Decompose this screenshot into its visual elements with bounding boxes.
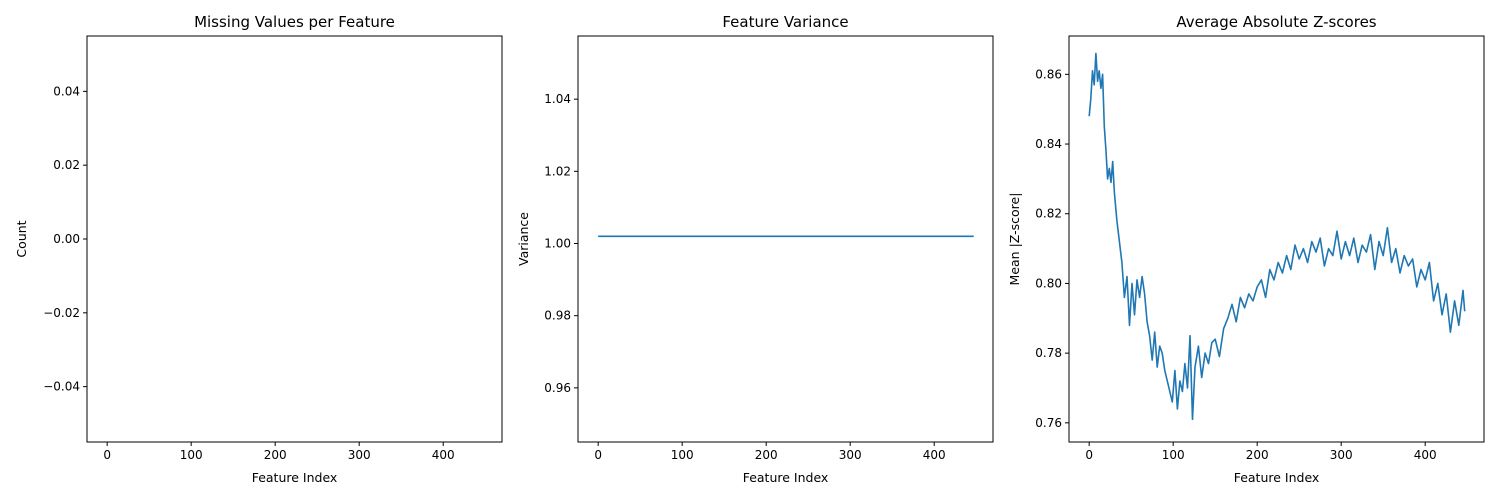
x-axis-label: Feature Index xyxy=(743,470,829,485)
y-tick-label: −0.04 xyxy=(43,380,80,394)
chart-feature-variance: Feature Variance 0 100 200 300 400 0.96 0.98 1… xyxy=(516,13,994,485)
plot-area xyxy=(1068,35,1485,443)
x-tick-label: 400 xyxy=(923,448,946,462)
plot-area xyxy=(577,35,994,443)
x-tick-label: 100 xyxy=(671,448,694,462)
y-tick-label: 0.00 xyxy=(53,232,80,246)
y-tick-label: 0.04 xyxy=(53,84,80,98)
y-tick-label: 1.04 xyxy=(544,92,571,106)
chart-title: Feature Variance xyxy=(722,13,848,31)
y-axis-ticks: 0.76 0.78 0.80 0.82 0.84 0.86 xyxy=(1035,67,1069,430)
x-axis-ticks: 0 100 200 300 400 xyxy=(1085,442,1437,462)
x-axis-label: Feature Index xyxy=(252,470,338,485)
y-axis-label: Mean |Z-score| xyxy=(1007,193,1022,286)
y-tick-label: 0.86 xyxy=(1035,67,1062,81)
y-tick-label: 0.76 xyxy=(1035,416,1062,430)
y-axis-label: Count xyxy=(14,220,29,257)
y-tick-label: 0.98 xyxy=(544,309,571,323)
x-tick-label: 200 xyxy=(264,448,287,462)
chart-title: Average Absolute Z-scores xyxy=(1176,13,1376,31)
x-tick-label: 400 xyxy=(1414,448,1437,462)
x-tick-label: 100 xyxy=(1162,448,1185,462)
x-tick-label: 400 xyxy=(432,448,455,462)
y-tick-label: 0.78 xyxy=(1035,346,1062,360)
chart-abs-zscores: Average Absolute Z-scores 0 100 200 300 400 … xyxy=(1007,13,1485,485)
x-tick-label: 300 xyxy=(348,448,371,462)
y-tick-label: 0.84 xyxy=(1035,137,1062,151)
y-axis-ticks: −0.04 −0.02 0.00 0.02 0.04 xyxy=(43,84,87,394)
x-tick-label: 300 xyxy=(839,448,862,462)
y-axis-label: Variance xyxy=(516,212,531,266)
x-tick-label: 300 xyxy=(1330,448,1353,462)
y-axis-ticks: 0.96 0.98 1.00 1.02 1.04 xyxy=(544,92,578,395)
y-tick-label: 0.82 xyxy=(1035,207,1062,221)
series-line xyxy=(1088,52,1466,421)
y-tick-label: 0.02 xyxy=(53,158,80,172)
x-tick-label: 200 xyxy=(1246,448,1269,462)
x-tick-label: 0 xyxy=(594,448,602,462)
x-tick-label: 0 xyxy=(1085,448,1093,462)
x-axis-ticks: 0 100 200 300 400 xyxy=(103,442,455,462)
y-tick-label: 1.00 xyxy=(544,237,571,251)
x-tick-label: 0 xyxy=(103,448,111,462)
y-tick-label: 0.96 xyxy=(544,381,571,395)
y-tick-label: −0.02 xyxy=(43,306,80,320)
y-tick-label: 1.02 xyxy=(544,164,571,178)
chart-missing-values: Missing Values per Feature 0 100 200 300 400… xyxy=(14,13,503,485)
x-axis-ticks: 0 100 200 300 400 xyxy=(594,442,946,462)
x-tick-label: 200 xyxy=(755,448,778,462)
y-tick-label: 0.80 xyxy=(1035,276,1062,290)
x-axis-label: Feature Index xyxy=(1234,470,1320,485)
x-tick-label: 100 xyxy=(180,448,203,462)
series-lines xyxy=(1088,52,1466,421)
chart-title: Missing Values per Feature xyxy=(194,13,395,31)
